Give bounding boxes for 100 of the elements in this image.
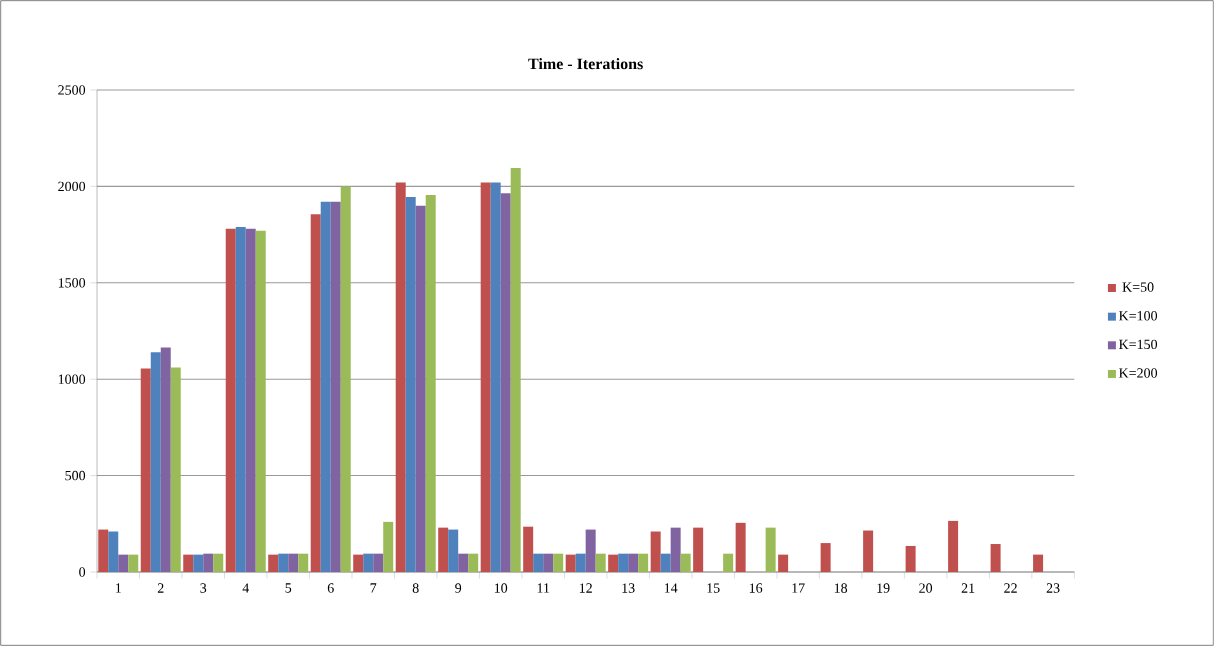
x-tick-label: 18 xyxy=(834,583,848,593)
legend-label: K=200 xyxy=(1118,368,1158,378)
x-tick-label: 3 xyxy=(200,583,207,593)
bar xyxy=(480,182,491,572)
bar xyxy=(255,230,266,572)
bar xyxy=(438,527,449,572)
y-tick-label: 1000 xyxy=(58,374,86,384)
y-tick-label: 500 xyxy=(65,470,86,481)
x-tick-label: 2 xyxy=(157,583,164,593)
bar xyxy=(203,553,214,572)
bar xyxy=(373,553,384,572)
bar xyxy=(383,521,394,572)
bar xyxy=(660,553,671,572)
chart-title: Time - Iterations xyxy=(528,58,643,70)
bar xyxy=(278,553,289,572)
bar xyxy=(128,554,139,572)
bar xyxy=(595,553,606,572)
bar xyxy=(170,367,181,572)
bar xyxy=(235,226,246,572)
bar xyxy=(618,553,629,572)
x-tick-label: 14 xyxy=(664,583,678,593)
bar xyxy=(468,553,479,572)
x-tick-label: 9 xyxy=(455,583,462,593)
bar xyxy=(650,531,661,572)
x-tick-label: 13 xyxy=(622,583,635,593)
bar xyxy=(415,205,426,572)
bar xyxy=(500,193,511,572)
legend-label: K=100 xyxy=(1118,311,1158,321)
x-tick-label: 21 xyxy=(961,583,975,593)
x-tick-label: 15 xyxy=(707,583,720,593)
bar xyxy=(118,554,129,572)
bar xyxy=(608,554,619,572)
bar xyxy=(140,368,151,572)
x-tick-label: 10 xyxy=(494,583,508,593)
x-tick-label: 7 xyxy=(370,583,377,593)
bar xyxy=(340,186,351,572)
bar xyxy=(1033,554,1044,572)
bar xyxy=(565,554,576,572)
bar xyxy=(585,529,596,572)
x-tick-label: 17 xyxy=(792,583,805,593)
bar xyxy=(310,214,321,572)
bar xyxy=(330,201,341,572)
bar xyxy=(193,554,204,572)
bar xyxy=(628,553,639,572)
bar xyxy=(425,195,436,572)
x-tick-label: 5 xyxy=(285,583,292,593)
bar xyxy=(670,527,681,572)
bar xyxy=(458,553,469,572)
bar xyxy=(213,553,224,572)
bar xyxy=(778,554,789,572)
y-tick-label: 2000 xyxy=(58,181,86,192)
bar xyxy=(905,545,916,572)
x-tick-label: 12 xyxy=(579,583,592,593)
bar xyxy=(723,553,734,572)
bar xyxy=(245,228,256,572)
bar xyxy=(553,553,564,572)
x-tick-label: 23 xyxy=(1046,583,1060,593)
bar xyxy=(680,553,691,572)
x-tick-label: 6 xyxy=(327,583,334,593)
bar xyxy=(863,530,874,572)
legend-label: K=150 xyxy=(1118,339,1158,350)
bar xyxy=(990,544,1001,572)
bar xyxy=(150,352,161,572)
bar xyxy=(543,553,554,572)
bar xyxy=(363,553,374,572)
bar xyxy=(98,529,109,572)
bar xyxy=(183,554,194,572)
bar xyxy=(948,520,959,572)
legend-label: K=50 xyxy=(1122,282,1154,292)
bar xyxy=(490,182,501,572)
x-tick-label: 20 xyxy=(919,583,933,593)
bar xyxy=(395,182,406,572)
bar xyxy=(288,553,299,572)
x-tick-label: 16 xyxy=(749,583,763,593)
bar xyxy=(575,553,586,572)
bar xyxy=(225,228,236,572)
x-tick-label: 11 xyxy=(537,583,550,593)
bar xyxy=(108,531,119,572)
bar xyxy=(405,197,416,572)
bar xyxy=(765,527,776,572)
x-tick-label: 22 xyxy=(1004,583,1017,593)
bar xyxy=(638,553,649,572)
bar xyxy=(353,554,364,572)
y-tick-label: 2500 xyxy=(58,85,86,95)
bar xyxy=(820,543,831,572)
bar xyxy=(160,347,171,572)
bar xyxy=(510,168,521,572)
x-tick-label: 1 xyxy=(115,583,121,593)
y-tick-label: 1500 xyxy=(58,278,86,288)
bar xyxy=(448,529,459,572)
x-tick-label: 4 xyxy=(242,583,250,593)
x-tick-label: 19 xyxy=(877,583,890,593)
bar xyxy=(693,527,704,572)
bar xyxy=(320,201,331,572)
bar xyxy=(298,553,309,572)
y-tick-label: 0 xyxy=(79,567,86,577)
bar xyxy=(268,554,279,572)
bar xyxy=(735,522,746,572)
x-tick-label: 8 xyxy=(412,583,419,593)
bar xyxy=(523,526,534,572)
